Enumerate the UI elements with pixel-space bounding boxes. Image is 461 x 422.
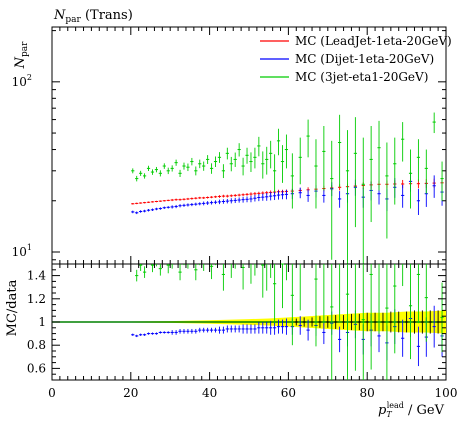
title-sub: par (65, 15, 81, 25)
ratio-ytick-label: 0.8 (27, 338, 46, 352)
x-tick-label: 20 (123, 386, 138, 400)
legend: MC (LeadJet-1eta-20GeV) MC (Dijet-1eta-2… (260, 34, 452, 84)
main-ylabel-main: N (13, 56, 28, 69)
main-ytick-label: 101 (12, 243, 32, 259)
x-tick-label: 40 (202, 386, 217, 400)
title-main: N (53, 8, 66, 23)
ratio-ytick-label: 1.2 (27, 292, 46, 306)
main-ytick-label-exp: 1 (27, 243, 32, 252)
x-label-main: p (378, 403, 387, 418)
x-axis: 0 20 40 60 80 100 (48, 386, 457, 400)
legend-label-3jet: MC (3jet-eta1-20GeV) (295, 70, 428, 84)
ratio-ytick-label: 0.6 (27, 361, 46, 375)
x-label-sub: T (386, 410, 392, 419)
ratio-series-2 (135, 263, 444, 380)
x-tick-label: 80 (360, 386, 375, 400)
legend-label-leadjet: MC (LeadJet-1eta-20GeV) (295, 34, 452, 48)
legend-label-dijet: MC (Dijet-1eta-20GeV) (295, 52, 434, 66)
ratio-data-points (294, 310, 440, 334)
ratio-panel: 0.6 0.8 1 1.2 1.4 MC/data (5, 263, 447, 381)
chart-title: Npar (Trans) (53, 8, 133, 25)
main-ylabel-sub: par (20, 41, 30, 57)
title-suffix: (Trans) (81, 8, 133, 23)
x-tick-label: 0 (48, 386, 56, 400)
x-axis-label: pTlead / GeV (378, 401, 445, 419)
series-3 (131, 112, 444, 264)
ratio-ylabel: MC/data (5, 279, 20, 336)
ratio-ytick-label: 1.4 (27, 269, 46, 283)
x-label-sup: lead (387, 401, 404, 410)
main-ytick-label-base: 10 (12, 245, 27, 259)
x-tick-label: 100 (435, 386, 458, 400)
ratio-ytick-label: 1 (38, 315, 46, 329)
main-ytick-label-base: 10 (12, 75, 27, 89)
main-ytick-label-exp: 2 (27, 73, 32, 82)
ratio-points (131, 263, 444, 380)
x-label-suffix: / GeV (404, 403, 445, 418)
main-ylabel: Npar (13, 41, 30, 70)
ratio-ticks: 0.6 0.8 1 1.2 1.4 (27, 263, 447, 381)
x-tick-label: 60 (281, 386, 296, 400)
main-points (131, 112, 444, 264)
main-ytick-label: 102 (12, 73, 32, 89)
